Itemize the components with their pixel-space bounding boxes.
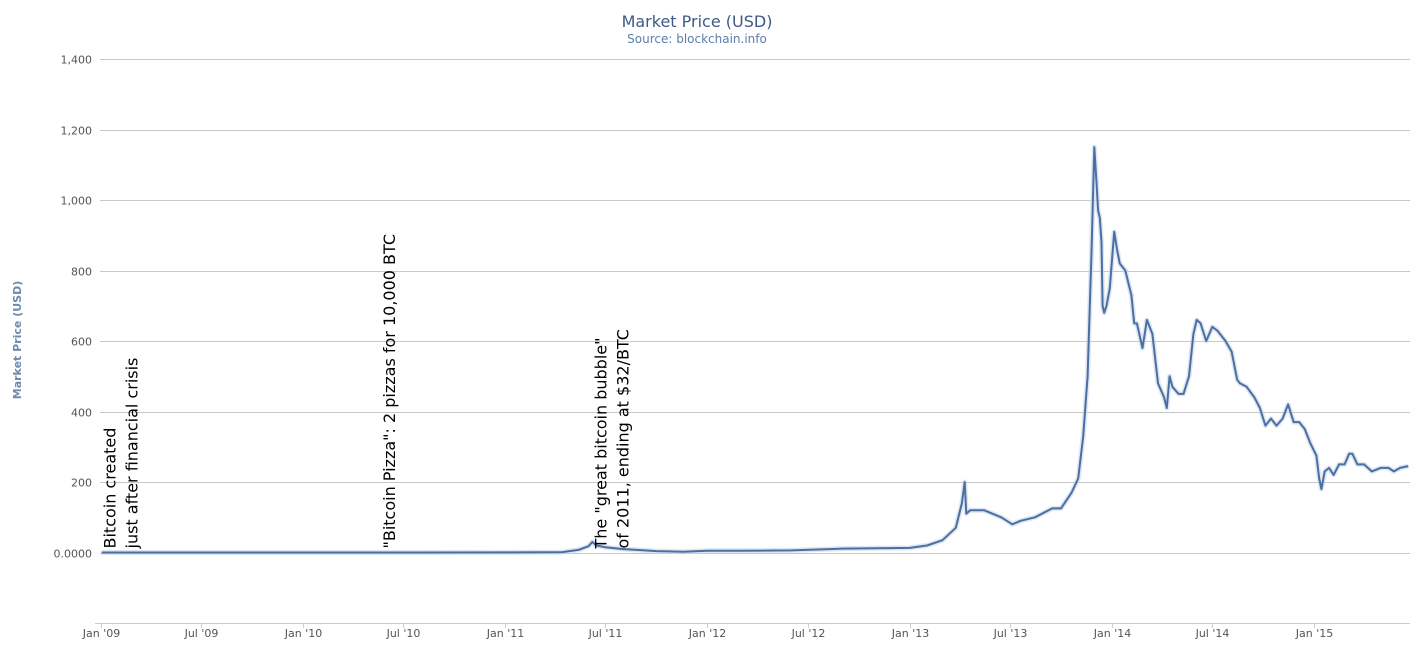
y-tick-label: 1,400 [61,54,93,67]
x-axis-ticks: Jan '09 Jul '09 Jan '10 Jul '10 Jan '11 Jul '… [82,623,1410,640]
chart-title: Market Price (USD) [622,12,773,31]
x-tick-label: Jan '12 [688,627,726,640]
y-tick-label: 200 [71,477,92,490]
annotation: Bitcoin created just after financial cris… [101,358,142,550]
series-line-shadow [101,144,1409,555]
annotation-text: Bitcoin created [101,428,120,549]
annotation-text: just after financial crisis [123,358,142,550]
x-tick-label: Jul '13 [993,627,1028,640]
y-tick-label: 0.0000 [54,548,93,561]
x-tick-label: Jan '10 [284,627,322,640]
annotation-text: of 2011, ending at $32/BTC [613,329,632,548]
x-tick-label: Jul '10 [386,627,421,640]
x-tick-label: Jan '14 [1093,627,1131,640]
y-tick-label: 400 [71,407,92,420]
annotation: The "great bitcoin bubble" of 2011, endin… [591,329,632,549]
x-tick-label: Jan '15 [1295,627,1333,640]
y-tick-label: 1,000 [61,195,93,208]
annotation-text: The "great bitcoin bubble" [591,338,610,550]
x-tick-label: Jul '12 [791,627,826,640]
x-tick-label: Jan '13 [891,627,929,640]
x-tick-label: Jan '09 [82,627,120,640]
x-tick-label: Jan '11 [486,627,524,640]
x-tick-label: Jul '11 [588,627,623,640]
annotations-layer: Bitcoin created just after financial cris… [101,234,633,550]
series-line [101,146,1409,554]
y-tick-label: 600 [71,336,92,349]
annotation: "Bitcoin Pizza": 2 pizzas for 10,000 BTC [380,234,399,549]
y-axis-label: Market Price (USD) [11,281,24,399]
grid-lines [100,59,1410,554]
annotation-text: "Bitcoin Pizza": 2 pizzas for 10,000 BTC [380,234,399,549]
y-tick-label: 800 [71,266,92,279]
chart-subtitle: Source: blockchain.info [627,32,767,46]
series-layer [101,144,1409,555]
x-tick-label: Jul '09 [184,627,219,640]
y-tick-label: 1,200 [61,125,93,138]
y-axis-ticks: 0.0000 200 400 600 800 1,000 1,200 1,400 [54,54,93,561]
x-tick-label: Jul '14 [1195,627,1230,640]
